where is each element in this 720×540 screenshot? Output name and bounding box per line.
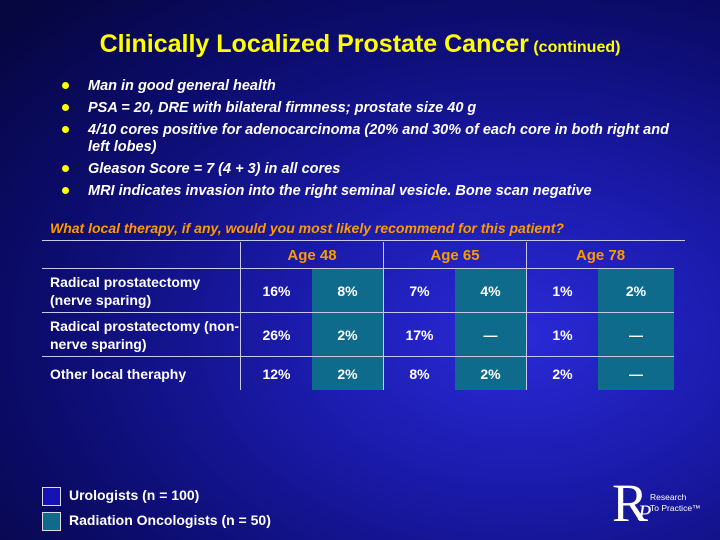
table-row: Radical prostatectomy (nerve sparing) 16… [42,268,674,313]
urologist-cell: 2% [526,356,598,390]
legend-urologists: Urologists (n = 100) [42,487,199,506]
header-spacer [42,242,241,269]
logo-letter-r: R [612,473,649,533]
legend-label: Radiation Oncologists (n = 50) [69,512,271,529]
bullet-dot-icon [62,165,69,172]
header-age-65: Age 65 [383,242,527,269]
urologist-cell: 17% [383,312,455,357]
bullet-dot-icon [62,187,69,194]
legend-radiation-oncologists: Radiation Oncologists (n = 50) [42,512,271,531]
bullet-dot-icon [62,82,69,89]
urologist-cell: 8% [383,356,455,390]
urologist-cell: 16% [240,268,312,313]
bullet-item: Gleason Score = 7 (4 + 3) in all cores [62,161,682,178]
divider [42,240,685,241]
legend-swatch-radiation [42,512,61,531]
logo-letter-p: P [638,500,652,525]
row-label: Radical prostatectomy (nerve sparing) [42,268,241,313]
page-title: Clinically Localized Prostate Cancer (co… [0,30,720,59]
urologist-cell: 1% [526,268,598,313]
radiation-cell: 2% [312,312,384,357]
header-age-78: Age 78 [526,242,674,269]
header-age-48: Age 48 [240,242,384,269]
row-label: Radical prostatectomy (non-nerve sparing… [42,312,241,357]
radiation-cell: 2% [598,268,674,313]
bullet-item: MRI indicates invasion into the right se… [62,183,682,200]
table-row: Other local theraphy 12% 2% 8% 2% 2% — [42,356,674,390]
radiation-cell: 4% [455,268,527,313]
radiation-cell: — [598,312,674,357]
title-sub: (continued) [533,39,621,56]
row-label: Other local theraphy [42,356,241,390]
table-header-row: Age 48 Age 65 Age 78 [42,242,674,269]
research-to-practice-logo: R P Research To Practice™ [612,473,712,536]
case-bullets: Man in good general health PSA = 20, DRE… [62,78,682,205]
radiation-cell: 2% [455,356,527,390]
results-table: Age 48 Age 65 Age 78 Radical prostatecto… [42,242,674,390]
urologist-cell: 1% [526,312,598,357]
bullet-dot-icon [62,126,69,133]
urologist-cell: 26% [240,312,312,357]
title-main: Clinically Localized Prostate Cancer [99,30,529,58]
logo-text: Research To Practice™ [650,492,701,513]
radiation-cell: — [455,312,527,357]
urologist-cell: 7% [383,268,455,313]
survey-question: What local therapy, if any, would you mo… [50,220,564,236]
bullet-dot-icon [62,104,69,111]
bullet-item: 4/10 cores positive for adenocarcinoma (… [62,122,682,156]
bullet-item: Man in good general health [62,78,682,95]
table-row: Radical prostatectomy (non-nerve sparing… [42,312,674,357]
legend-swatch-urologists [42,487,61,506]
legend-label: Urologists (n = 100) [69,487,200,504]
radiation-cell: 2% [312,356,384,390]
bullet-item: PSA = 20, DRE with bilateral firmness; p… [62,100,682,117]
urologist-cell: 12% [240,356,312,390]
radiation-cell: — [598,356,674,390]
radiation-cell: 8% [312,268,384,313]
